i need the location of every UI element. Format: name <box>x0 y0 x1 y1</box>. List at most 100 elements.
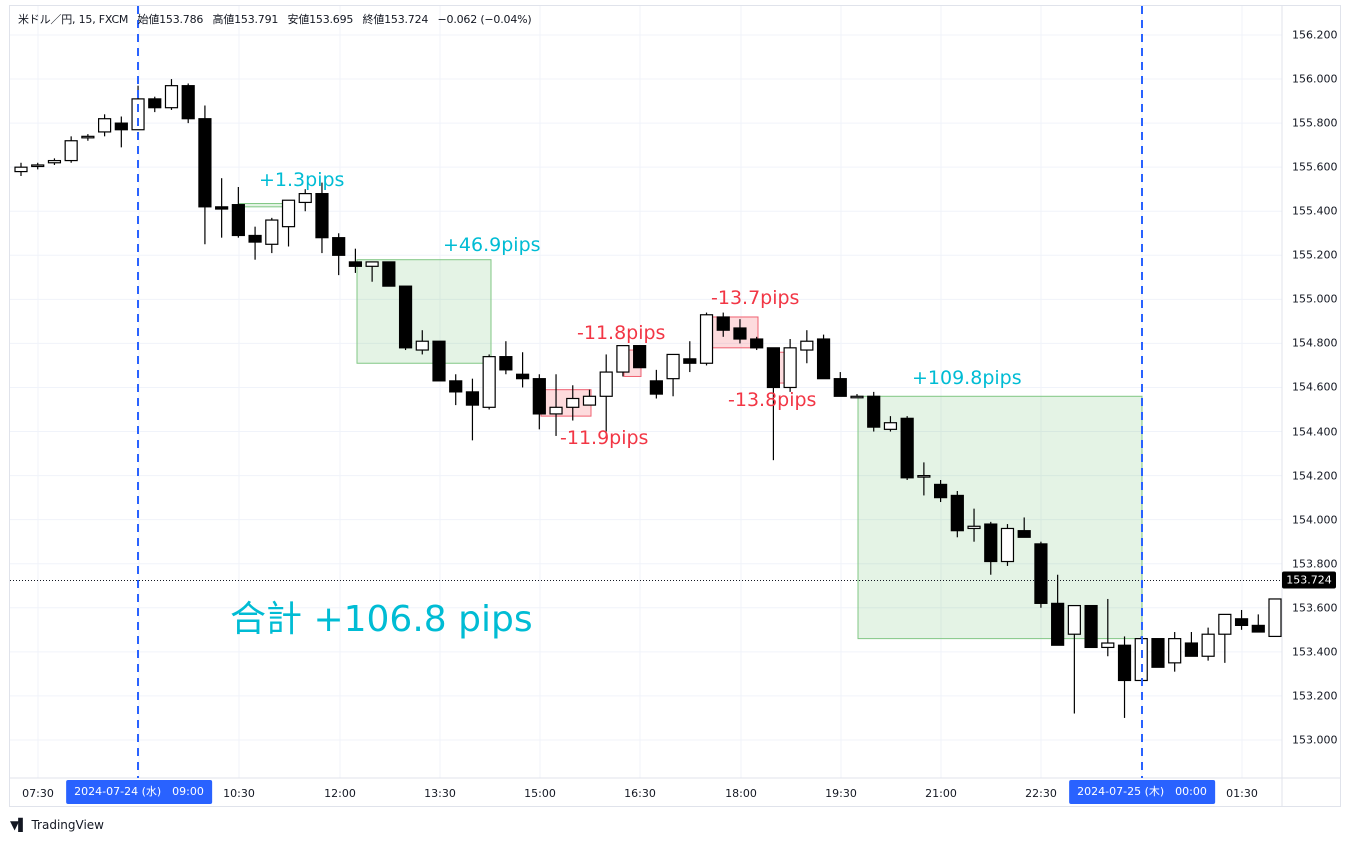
price-tick: 155.600 <box>1292 160 1338 174</box>
candle-down <box>449 380 463 393</box>
candle-up <box>47 159 62 164</box>
candle-down <box>716 316 730 331</box>
symbol-legend: 米ドル／円, 15, FXCM 始値153.786 高値153.791 安値15… <box>18 11 537 27</box>
candle-down <box>867 395 881 428</box>
pips-label: -13.8pips <box>728 389 817 411</box>
candle-up <box>164 85 179 109</box>
candle-up <box>415 340 429 351</box>
candle-up <box>281 199 296 228</box>
price-tick: 155.400 <box>1292 204 1338 218</box>
ohlc-change: −0.062 (−0.04%) <box>437 13 532 26</box>
candle-down <box>649 380 663 395</box>
price-tick: 153.800 <box>1292 557 1338 571</box>
candle-down <box>499 356 513 371</box>
candle-down <box>432 340 446 382</box>
candle-up <box>81 135 95 139</box>
candle-up <box>97 118 112 133</box>
brand-name: TradingView <box>31 818 104 832</box>
candle-up <box>1218 613 1232 635</box>
candle-down <box>683 358 697 364</box>
candle-up <box>1101 642 1115 649</box>
candle-up <box>1067 604 1081 635</box>
candle-up <box>783 347 797 389</box>
candle-down <box>465 391 480 406</box>
candle-down <box>933 483 948 499</box>
ohlc-close: 終値153.724 <box>362 13 429 26</box>
price-tick: 155.800 <box>1292 116 1338 130</box>
current-price-badge: 153.724 <box>1282 571 1336 589</box>
candle-down <box>114 122 128 131</box>
candle-up <box>582 395 597 406</box>
time-tick: 12:00 <box>324 787 356 800</box>
candle-up <box>917 475 931 478</box>
ohlc-high: 高値153.791 <box>212 13 279 26</box>
candle-up <box>1134 638 1148 682</box>
candle-up <box>64 140 78 162</box>
candle-down <box>1184 642 1199 657</box>
candle-down <box>1034 543 1048 604</box>
candle-up <box>566 397 580 408</box>
candle-down <box>1251 624 1265 633</box>
tradingview-logo-icon: ▼▌ <box>10 818 27 832</box>
candle-down <box>950 494 964 532</box>
time-tick: 22:30 <box>1025 787 1057 800</box>
candle-down <box>348 261 362 267</box>
candle-down <box>198 118 212 208</box>
candle-down <box>315 193 329 239</box>
candle-down <box>766 347 781 389</box>
candle-up <box>31 164 45 168</box>
time-tick: 07:30 <box>22 787 54 800</box>
candle-up <box>616 345 630 373</box>
candle-up <box>298 193 312 204</box>
candle-up <box>482 356 496 408</box>
candle-up <box>1000 527 1015 563</box>
candle-up <box>883 422 898 430</box>
candle-up <box>1168 638 1182 664</box>
pips-label: +1.3pips <box>259 169 345 191</box>
symbol-title[interactable]: 米ドル／円, 15, FXCM <box>18 13 129 26</box>
candle-down <box>515 373 530 380</box>
time-tick: 10:30 <box>223 787 255 800</box>
candle-up <box>549 406 563 415</box>
trade-box-loss <box>706 316 759 349</box>
trade-box-loss <box>540 389 592 417</box>
candle-down <box>1017 530 1031 538</box>
candle-down <box>398 285 413 349</box>
pips-label: -11.9pips <box>560 427 649 449</box>
candle-down <box>900 417 914 479</box>
candle-down <box>1117 644 1132 682</box>
price-tick: 153.400 <box>1292 645 1338 659</box>
price-tick: 154.800 <box>1292 336 1338 350</box>
candle-down <box>833 378 847 397</box>
price-tick: 154.200 <box>1292 469 1338 483</box>
time-tick: 15:00 <box>524 787 556 800</box>
candle-up <box>800 340 814 351</box>
candle-down <box>382 261 396 287</box>
pips-label: -11.8pips <box>577 322 666 344</box>
price-tick: 154.600 <box>1292 380 1338 394</box>
candle-down <box>215 206 229 210</box>
time-tick: 21:00 <box>925 787 957 800</box>
candle-down <box>332 237 346 256</box>
total-pips-label: 合計 +106.8 pips <box>230 599 533 640</box>
candle-up <box>967 525 981 530</box>
candle-up <box>850 395 864 399</box>
candle-up <box>365 261 379 267</box>
price-tick: 156.200 <box>1292 28 1338 42</box>
candle-up <box>1268 598 1282 638</box>
time-tick: 16:30 <box>624 787 656 800</box>
price-tick: 153.600 <box>1292 601 1338 615</box>
pips-label: +109.8pips <box>912 367 1022 389</box>
candle-down <box>532 378 546 415</box>
chart-frame <box>9 5 1341 807</box>
candle-down <box>1151 638 1165 668</box>
candle-down <box>248 234 262 243</box>
pips-label: +46.9pips <box>443 234 541 256</box>
candle-down <box>816 338 831 380</box>
candle-up <box>265 219 279 245</box>
ohlc-open: 始値153.786 <box>137 13 204 26</box>
trade-box-profit <box>238 203 290 208</box>
tradingview-logo[interactable]: ▼▌ TradingView <box>10 818 104 832</box>
candle-up <box>699 314 714 364</box>
